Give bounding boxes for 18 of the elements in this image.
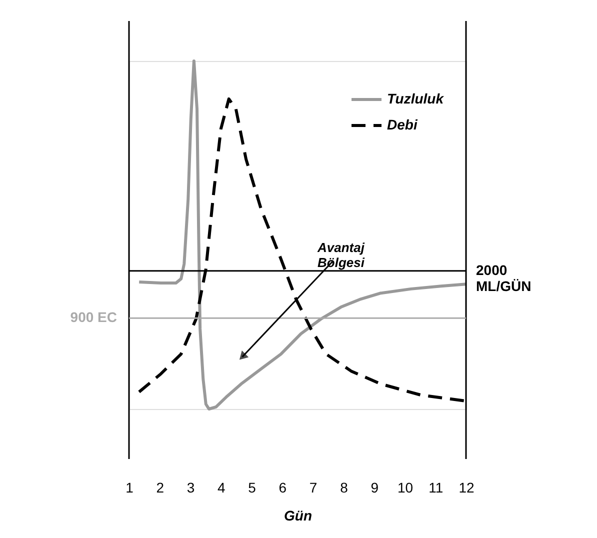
ref-line-label: 900 EC [70,309,117,326]
x-tick-label: 9 [370,480,379,496]
annotation: Avantaj Bölgesi [316,240,365,270]
x-tick-label: 7 [309,480,318,496]
x-tick-label: 10 [397,480,414,496]
x-tick-label: 2 [156,480,164,496]
legend-label: Debi [387,116,418,132]
x-tick-label: 8 [340,480,348,496]
x-tick-label: 1 [126,480,134,496]
x-axis-title: Gün [284,508,312,524]
x-tick-label: 12 [458,480,474,496]
x-tick-label: 4 [218,480,226,496]
x-tick-label: 11 [428,480,444,496]
legend-label: Tuzluluk [387,90,445,106]
x-tick-label: 5 [248,480,256,496]
x-tick-label: 3 [186,480,195,496]
x-tick-label: 6 [278,480,287,496]
ref-line-label: 2000 ML/GÜN [476,262,532,294]
